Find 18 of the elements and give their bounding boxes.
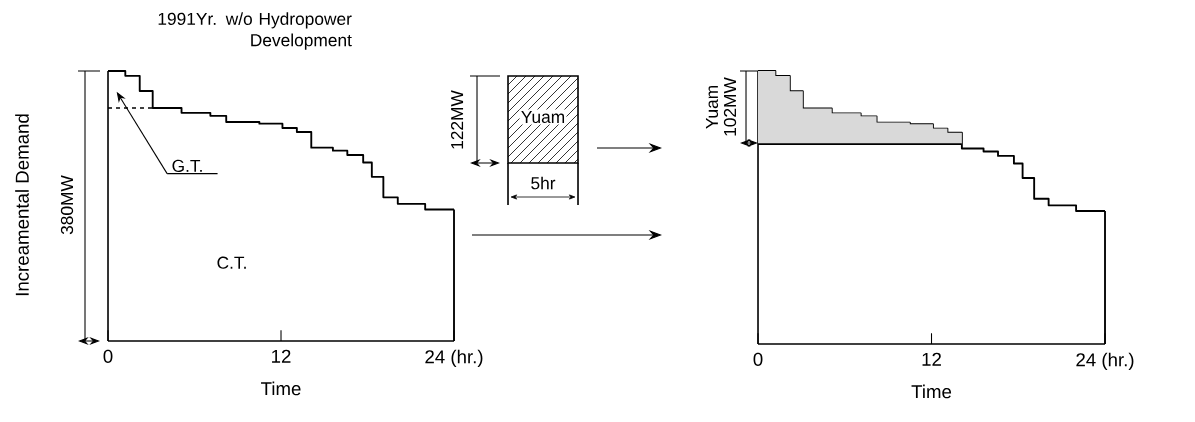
ref-line-label: G.T.	[172, 159, 202, 172]
x-tick-label: 24 (hr.)	[1076, 352, 1134, 371]
chart-title: 1991Yr. w/o Hydropower Development	[158, 12, 352, 50]
x-tick-label: 12	[272, 349, 291, 363]
x-tick-label: 0	[753, 352, 763, 366]
annotation: 122MW	[450, 90, 464, 149]
text: 380MW	[60, 175, 74, 235]
text: Yuam	[705, 85, 719, 129]
x-tick-label: 0	[103, 349, 113, 363]
y-axis-title: Increamental Demand	[15, 114, 29, 296]
x-tick-label: 24 (hr.)	[425, 349, 483, 368]
text: 5hr	[531, 176, 556, 190]
x-axis-title: Time	[261, 381, 301, 396]
x-tick-label: 12	[922, 352, 941, 366]
text: Yuam	[521, 110, 565, 124]
x-axis-title: Time	[911, 384, 952, 399]
annotation: C.T.	[217, 256, 246, 269]
text: 102MW	[723, 77, 737, 136]
